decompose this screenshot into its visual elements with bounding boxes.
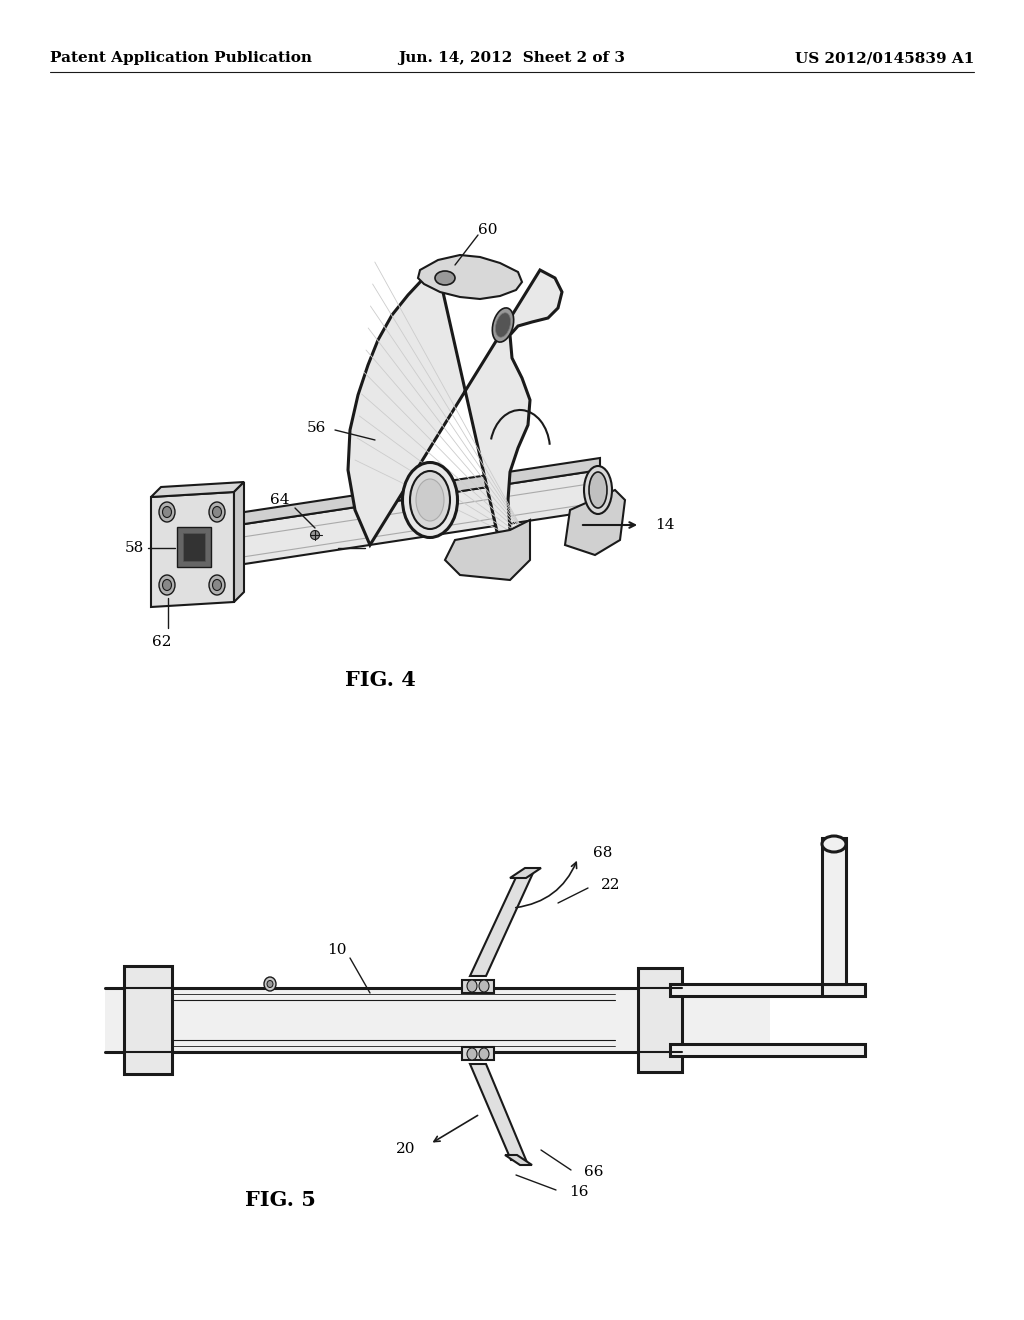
Text: 10: 10: [328, 942, 347, 957]
Text: 10: 10: [312, 541, 332, 554]
Ellipse shape: [213, 507, 221, 517]
Ellipse shape: [467, 979, 477, 993]
Polygon shape: [462, 1047, 494, 1060]
Text: FIG. 4: FIG. 4: [344, 671, 416, 690]
Text: US 2012/0145839 A1: US 2012/0145839 A1: [795, 51, 974, 65]
Text: 68: 68: [593, 846, 612, 861]
Ellipse shape: [479, 1048, 489, 1060]
Ellipse shape: [435, 271, 455, 285]
Text: 66: 66: [584, 1166, 603, 1179]
Polygon shape: [822, 838, 846, 983]
Text: Patent Application Publication: Patent Application Publication: [50, 51, 312, 65]
Ellipse shape: [822, 836, 846, 851]
Text: 14: 14: [655, 517, 675, 532]
Polygon shape: [462, 979, 494, 993]
Polygon shape: [470, 1064, 526, 1160]
Polygon shape: [124, 966, 172, 1074]
Ellipse shape: [163, 507, 171, 517]
Polygon shape: [670, 983, 865, 997]
Ellipse shape: [159, 576, 175, 595]
Polygon shape: [470, 873, 534, 975]
Ellipse shape: [584, 466, 612, 513]
Ellipse shape: [209, 576, 225, 595]
Polygon shape: [205, 470, 600, 570]
Text: 20: 20: [395, 1142, 415, 1156]
Ellipse shape: [496, 313, 511, 337]
Text: 58: 58: [124, 541, 143, 554]
Ellipse shape: [410, 471, 450, 529]
Polygon shape: [418, 255, 522, 300]
Polygon shape: [151, 492, 234, 607]
Polygon shape: [348, 271, 562, 545]
Text: 62: 62: [153, 635, 172, 649]
Polygon shape: [670, 1044, 865, 1056]
Ellipse shape: [416, 479, 444, 521]
Ellipse shape: [163, 579, 171, 590]
Ellipse shape: [467, 1048, 477, 1060]
Polygon shape: [505, 1155, 532, 1166]
Text: 22: 22: [601, 878, 621, 892]
Ellipse shape: [267, 981, 273, 987]
Text: Jun. 14, 2012  Sheet 2 of 3: Jun. 14, 2012 Sheet 2 of 3: [398, 51, 626, 65]
Polygon shape: [638, 968, 682, 1072]
Ellipse shape: [264, 977, 276, 991]
Polygon shape: [183, 533, 205, 561]
Polygon shape: [151, 482, 244, 498]
Ellipse shape: [589, 473, 607, 508]
Polygon shape: [205, 458, 600, 531]
Polygon shape: [565, 490, 625, 554]
Polygon shape: [234, 482, 244, 602]
Text: 56: 56: [306, 421, 326, 436]
Polygon shape: [177, 527, 211, 568]
Polygon shape: [445, 520, 530, 579]
Text: FIG. 5: FIG. 5: [245, 1191, 315, 1210]
Ellipse shape: [159, 502, 175, 521]
Ellipse shape: [310, 531, 319, 540]
Ellipse shape: [213, 579, 221, 590]
Text: 64: 64: [270, 492, 290, 507]
Ellipse shape: [209, 502, 225, 521]
Text: 16: 16: [569, 1185, 589, 1199]
Ellipse shape: [493, 308, 514, 342]
Text: 60: 60: [478, 223, 498, 238]
Ellipse shape: [479, 979, 489, 993]
Polygon shape: [510, 869, 541, 878]
Polygon shape: [105, 987, 770, 1052]
Ellipse shape: [402, 462, 458, 537]
